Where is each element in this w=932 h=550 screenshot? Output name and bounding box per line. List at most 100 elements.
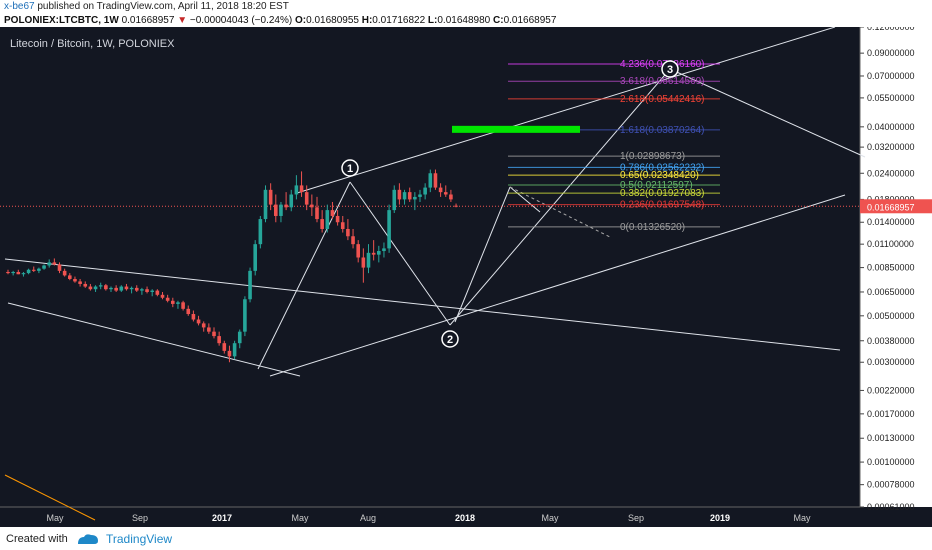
candle-body <box>160 294 165 298</box>
tradingview-brand[interactable]: TradingView <box>106 532 173 546</box>
green-target-zone <box>452 125 580 133</box>
candle-body <box>145 289 149 292</box>
price-tick-label: 0.00380000 <box>867 336 915 346</box>
change-text: −0.00004043 (−0.24%) <box>189 15 293 26</box>
candle-body <box>294 185 299 195</box>
footer: Created with TradingView <box>0 528 932 550</box>
fib-level-label: 0.236(0.01697548) <box>620 200 705 211</box>
c-label: C: <box>493 15 504 26</box>
price-tick-label: 0.00500000 <box>867 311 915 321</box>
trend-line <box>509 186 541 213</box>
last-price-label: 0.01668957 <box>867 202 915 212</box>
candle-body <box>196 319 201 324</box>
candle-body <box>330 210 335 216</box>
candle-body <box>26 269 31 274</box>
time-tick-label: Sep <box>132 513 148 523</box>
candle-body <box>325 210 330 229</box>
price-tick-label: 0.07000000 <box>867 71 915 81</box>
candle-body <box>31 269 36 271</box>
price-tick-label: 0.00650000 <box>867 287 915 297</box>
candle-body <box>155 290 160 295</box>
candle-body <box>124 286 129 290</box>
candle-body <box>371 252 376 255</box>
fib-level-label: 1(0.02898673) <box>620 151 685 162</box>
candle-body <box>37 268 41 271</box>
candle-body <box>217 336 221 344</box>
candle-body <box>397 189 402 200</box>
candle-body <box>299 185 304 193</box>
price-tick-label: 0.00300000 <box>867 357 915 367</box>
time-tick-label: May <box>291 513 309 523</box>
fib-level-label: 2.618(0.05442416) <box>620 94 705 105</box>
candle-body <box>263 189 268 220</box>
fib-level-label: 0(0.01326520) <box>620 222 685 233</box>
candle-body <box>212 331 216 337</box>
author-link[interactable]: x-be67 <box>4 1 35 12</box>
time-tick-label: Sep <box>628 513 644 523</box>
fib-level-label: 3.618(0.06614569) <box>620 76 705 87</box>
price-tick-label: 0.03200000 <box>867 142 915 152</box>
candle-body <box>109 287 113 290</box>
trend-line <box>257 181 351 370</box>
candle-body <box>366 252 371 268</box>
candle-body <box>119 286 124 291</box>
candle-body <box>268 189 273 205</box>
time-tick-label: 2019 <box>710 513 730 523</box>
price-tick-label: 0.02400000 <box>867 168 915 178</box>
trend-line <box>269 194 846 377</box>
candle-body <box>340 222 345 229</box>
candle-body <box>207 327 211 332</box>
wave-label: 1 <box>347 163 353 175</box>
price-tick-label: 0.05500000 <box>867 93 915 103</box>
created-with-text: Created with <box>6 533 68 545</box>
candle-body <box>73 278 77 282</box>
trend-line <box>669 68 866 158</box>
time-tick-label: May <box>793 513 811 523</box>
candle-body <box>134 287 139 291</box>
trend-line <box>7 302 301 377</box>
candle-body <box>443 192 448 195</box>
candle-body <box>356 244 360 258</box>
candle-body <box>165 297 170 301</box>
candle-body <box>346 228 350 237</box>
publish-info: x-be67 published on TradingView.com, Apr… <box>4 0 289 13</box>
ohlc-bar: POLONIEX:LTCBTC, 1W 0.01668957 ▼ −0.0000… <box>4 14 556 27</box>
candle-body <box>454 205 458 207</box>
wave-label-circle <box>441 330 459 348</box>
candle-body <box>438 187 443 193</box>
price-chart[interactable]: 0.12000000 0.09000000 0.07000000 0.05500000… <box>0 27 932 527</box>
price-tick-label: 0.00220000 <box>867 385 915 395</box>
time-tick-label: Aug <box>360 513 376 523</box>
candle-body <box>140 289 144 291</box>
trend-line <box>449 68 671 326</box>
fib-level-label: 0.5(0.02112597) <box>620 180 693 191</box>
candle-body <box>320 219 324 229</box>
candle-body <box>237 331 242 344</box>
candle-body <box>279 204 283 216</box>
candle-body <box>88 286 93 290</box>
change-arrow-icon: ▼ <box>177 15 188 26</box>
candle-body <box>176 302 180 304</box>
tradingview-logo-icon <box>78 534 98 544</box>
candle-body <box>413 196 417 200</box>
candle-body <box>284 204 288 208</box>
fib-level-label: 0.65(0.02348420) <box>620 170 699 181</box>
candle-body <box>304 192 309 205</box>
price-axis-panel <box>860 27 932 507</box>
candle-body <box>42 265 46 269</box>
price-tick-label: 0.01100000 <box>867 239 914 249</box>
candle-body <box>222 343 227 351</box>
fib-level-label: 0.786(0.02562232) <box>620 162 705 173</box>
h-value: 0.01716822 <box>372 15 426 26</box>
wave-label: 2 <box>447 334 453 346</box>
h-label: H: <box>361 15 373 26</box>
l-label: L: <box>427 15 438 26</box>
candle-body <box>227 350 232 357</box>
candle-body <box>377 251 381 255</box>
candle-body <box>232 343 237 357</box>
candle-body <box>21 273 26 275</box>
candle-body <box>310 204 314 208</box>
candle-body <box>387 210 391 249</box>
time-tick-label: May <box>46 513 64 523</box>
price-tick-label: 0.04000000 <box>867 122 915 132</box>
